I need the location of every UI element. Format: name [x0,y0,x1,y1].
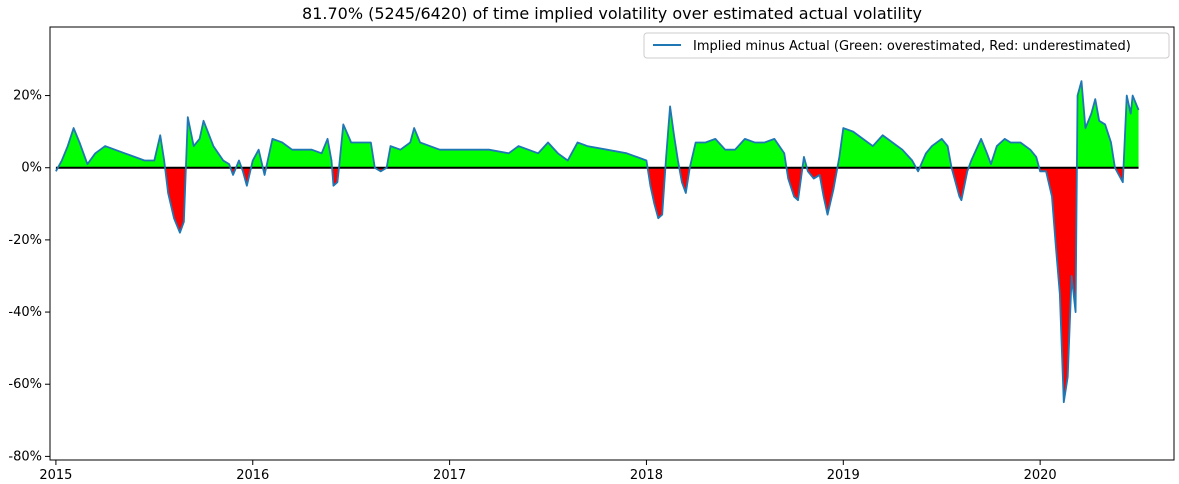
overestimated-area [919,138,952,168]
x-tick-label: 2018 [630,468,663,483]
area-fills [55,81,1139,403]
x-tick-label: 2015 [39,468,72,483]
underestimated-area [165,167,186,233]
underestimated-area [679,167,690,193]
overestimated-area [1076,81,1115,168]
plot-frame [49,26,1175,461]
overestimated-area [266,138,333,168]
overestimated-area [968,138,1040,168]
overestimated-area [1123,95,1139,168]
y-tick-label: -20% [8,233,42,248]
x-tick-label: 2020 [1024,468,1057,483]
x-tick-label: 2017 [433,468,466,483]
legend: Implied minus Actual (Green: overestimat… [643,32,1170,59]
y-tick-label: -60% [8,377,42,392]
x-tick-label: 2019 [827,468,860,483]
underestimated-area [951,167,969,201]
y-axis: 20% 0% -20% -40% -60% -80% [8,89,50,464]
underestimated-area [647,167,666,219]
overestimated-area [338,124,375,168]
legend-label: Implied minus Actual (Green: overestimat… [693,39,1131,54]
legend-box [643,32,1170,59]
overestimated-area [837,128,917,168]
y-tick-label: -80% [8,449,42,464]
y-tick-label: -40% [8,305,42,320]
overestimated-area [251,149,263,168]
series-line [55,80,1140,404]
overestimated-area [689,138,787,168]
x-tick-label: 2016 [236,468,269,483]
underestimated-area [1039,167,1077,403]
y-tick-label: 0% [21,161,42,176]
y-tick-label: 20% [13,89,42,104]
chart-title: 81.70% (5245/6420) of time implied volat… [302,4,922,23]
x-axis: 2015 2016 2017 2018 2019 2020 [39,460,1057,483]
